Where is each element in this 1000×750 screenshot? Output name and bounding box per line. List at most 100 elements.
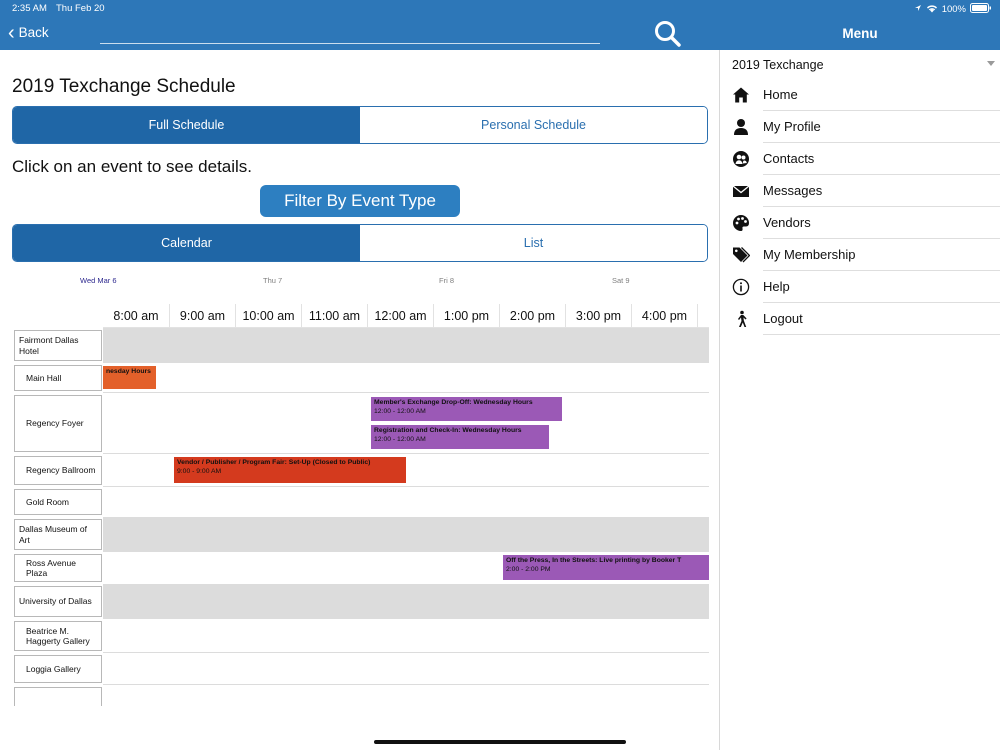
location-label: Dallas Museum of Art — [14, 519, 102, 550]
event-vendor-fair-setup[interactable]: Vendor / Publisher / Program Fair: Set-U… — [174, 457, 406, 483]
event-members-exchange[interactable]: Member's Exchange Drop-Off: Wednesday Ho… — [371, 397, 562, 421]
envelope-icon — [732, 182, 750, 200]
location-label: Beatrice M. Haggerty Gallery — [14, 621, 102, 651]
walking-person-icon — [732, 310, 750, 328]
menu-item-home[interactable]: Home — [720, 79, 1000, 111]
schedule-segmented-control: Full Schedule Personal Schedule — [12, 106, 708, 144]
calendar-row: Fairmont Dallas Hotel — [0, 328, 709, 363]
day-selector: Wed Mar 6 Thu 7 Fri 8 Sat 9 — [0, 276, 720, 288]
time-slot: 12:00 am — [367, 304, 433, 328]
day-tab-fri-8[interactable]: Fri 8 — [439, 276, 454, 285]
time-slot: 2:00 pm — [499, 304, 565, 328]
menu-item-label: Logout — [763, 311, 803, 326]
back-button[interactable]: ‹ Back — [8, 21, 49, 44]
wifi-icon — [926, 4, 938, 16]
menu-item-my-profile[interactable]: My Profile — [720, 111, 1000, 143]
back-label: Back — [18, 25, 49, 40]
tab-personal-schedule[interactable]: Personal Schedule — [360, 107, 707, 143]
event-title: nesday Hours — [106, 368, 151, 375]
row-background — [103, 584, 709, 619]
day-tab-thu-7[interactable]: Thu 7 — [263, 276, 283, 285]
location-label: Gold Room — [14, 489, 102, 515]
event-title: Registration and Check-In: Wednesday Hou… — [374, 427, 522, 434]
menu-item-label: Vendors — [763, 215, 811, 230]
location-label: Regency Foyer — [14, 395, 102, 452]
tab-full-schedule[interactable]: Full Schedule — [13, 107, 360, 143]
row-background — [103, 619, 709, 653]
chevron-left-icon: ‹ — [8, 21, 15, 44]
location-label: Main Hall — [14, 365, 102, 391]
calendar-row: Regency Foyer — [0, 393, 709, 454]
menu-item-label: My Profile — [763, 119, 821, 134]
event-title: Member's Exchange Drop-Off: Wednesday Ho… — [374, 399, 533, 406]
status-time: 2:35 AM — [12, 3, 47, 14]
panel-divider — [719, 50, 720, 750]
row-background — [103, 517, 709, 552]
row-background — [103, 363, 709, 393]
event-registration-checkin[interactable]: Registration and Check-In: Wednesday Hou… — [371, 425, 549, 449]
time-slot: 3:00 pm — [565, 304, 631, 328]
event-time: 9:00 - 9:00 AM — [177, 468, 222, 475]
day-tab-wed-mar-6[interactable]: Wed Mar 6 — [80, 276, 117, 285]
menu-item-label: Home — [763, 87, 798, 102]
person-icon — [732, 118, 750, 136]
conference-selector[interactable]: 2019 Texchange — [732, 58, 824, 72]
calendar-row: Beatrice M. Haggerty Gallery — [0, 619, 709, 653]
home-indicator[interactable] — [374, 740, 626, 744]
day-tab-sat-9[interactable]: Sat 9 — [612, 276, 630, 285]
contacts-icon — [732, 150, 750, 168]
calendar-row: Loggia Gallery — [0, 653, 709, 685]
page-title: 2019 Texchange Schedule — [12, 76, 236, 97]
menu-item-vendors[interactable]: Vendors — [720, 207, 1000, 239]
row-background — [103, 328, 709, 363]
search-input[interactable] — [100, 43, 600, 44]
location-label: Regency Ballroom — [14, 456, 102, 485]
menu-item-messages[interactable]: Messages — [720, 175, 1000, 207]
calendar-row: Gold Room — [0, 487, 709, 517]
row-background — [103, 685, 709, 706]
instruction-text: Click on an event to see details. — [12, 157, 253, 176]
menu-item-help[interactable]: Help — [720, 271, 1000, 303]
tags-icon — [732, 246, 751, 264]
location-label — [14, 687, 102, 706]
event-time: 12:00 - 12:00 AM — [374, 408, 426, 415]
battery-icon — [970, 3, 992, 16]
location-label: University of Dallas — [14, 586, 102, 617]
location-label: Ross Avenue Plaza — [14, 554, 102, 582]
filter-by-event-type-button[interactable]: Filter By Event Type — [260, 185, 460, 217]
menu-item-label: Help — [763, 279, 790, 294]
info-icon — [732, 278, 750, 296]
event-off-the-press[interactable]: Off the Press, In the Streets: Live prin… — [503, 555, 709, 580]
menu-item-contacts[interactable]: Contacts — [720, 143, 1000, 175]
menu-item-my-membership[interactable]: My Membership — [720, 239, 1000, 271]
top-nav-bar: 2:35 AM Thu Feb 20 ‹ Back — [0, 0, 720, 50]
menu-item-label: My Membership — [763, 247, 856, 262]
tab-calendar[interactable]: Calendar — [13, 225, 360, 261]
menu-title: Menu — [842, 26, 878, 41]
time-header: 8:00 am 9:00 am 10:00 am 11:00 am 12:00 … — [103, 304, 709, 328]
time-slot: 1:00 pm — [433, 304, 499, 328]
row-background — [103, 487, 709, 517]
event-time: 12:00 - 12:00 AM — [374, 436, 426, 443]
calendar-grid[interactable]: Fairmont Dallas Hotel Main Hall Regency … — [0, 328, 720, 706]
calendar-row: University of Dallas — [0, 584, 709, 619]
view-segmented-control: Calendar List — [12, 224, 708, 262]
chevron-down-icon[interactable] — [987, 61, 995, 66]
calendar-row: Main Hall — [0, 363, 709, 393]
time-slot: 8:00 am — [113, 309, 159, 323]
time-slot-overflow — [697, 304, 709, 328]
calendar-row: Dallas Museum of Art — [0, 517, 709, 552]
menu-item-label: Contacts — [763, 151, 815, 166]
row-background — [103, 653, 709, 685]
status-indicators: 100% — [914, 3, 992, 16]
location-label: Loggia Gallery — [14, 655, 102, 683]
menu-item-logout[interactable]: Logout — [720, 303, 1000, 335]
time-slot: 9:00 am — [169, 304, 235, 328]
tab-list[interactable]: List — [360, 225, 707, 261]
event-main-hall[interactable]: nesday Hours — [103, 366, 156, 389]
menu-header-bar: 100% Menu — [720, 0, 1000, 50]
location-icon — [914, 4, 922, 15]
search-icon[interactable] — [653, 19, 683, 49]
event-title: Off the Press, In the Streets: Live prin… — [506, 557, 682, 564]
event-title: Vendor / Publisher / Program Fair: Set-U… — [177, 459, 371, 466]
